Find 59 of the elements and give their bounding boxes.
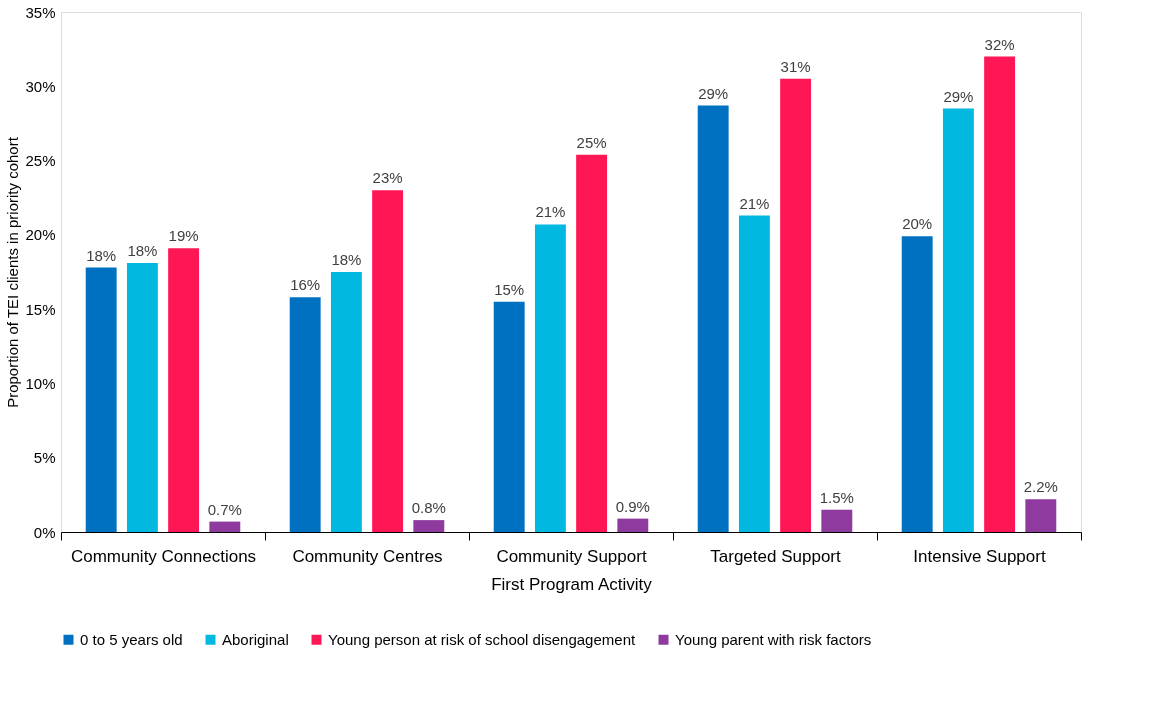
data-label: 23% [372, 169, 403, 187]
data-label: 20% [902, 215, 933, 233]
data-label: 21% [739, 194, 770, 212]
bar [372, 190, 404, 532]
bar [330, 272, 362, 532]
bar [126, 263, 158, 532]
data-label: 0.9% [615, 497, 650, 515]
y-tick-label: 35% [25, 3, 56, 21]
legend-label: 0 to 5 years old [80, 630, 183, 648]
data-label: 16% [290, 276, 321, 294]
y-tick-label: 25% [25, 152, 56, 170]
y-axis-title: Proportion of TEI clients in priority cohort [4, 136, 22, 408]
y-tick-label: 20% [25, 226, 56, 244]
y-tick-label: 15% [25, 300, 56, 318]
data-label: 0.8% [411, 499, 446, 517]
data-label: 25% [576, 133, 607, 151]
data-label: 21% [535, 203, 566, 221]
bar [984, 56, 1016, 532]
y-tick-label: 5% [33, 449, 56, 467]
bar [738, 215, 770, 532]
legend-label: Young parent with risk factors [675, 630, 872, 648]
legend-label: Young person at risk of school disengagement [328, 630, 636, 648]
bar [1025, 499, 1057, 532]
bar [617, 518, 649, 532]
data-label: 32% [984, 35, 1015, 53]
bar [901, 236, 933, 532]
data-label: 2.2% [1023, 478, 1058, 496]
data-label: 31% [780, 57, 811, 75]
data-label: 1.5% [819, 488, 854, 506]
data-label: 18% [331, 251, 362, 268]
data-label: 29% [943, 87, 974, 105]
data-label: 18% [86, 246, 117, 264]
data-label: 15% [494, 280, 525, 298]
bar [168, 248, 200, 532]
data-label: 29% [698, 84, 729, 102]
bar [780, 78, 812, 532]
x-tick-label: Community Connections [70, 546, 257, 566]
bar [413, 520, 445, 532]
y-tick-label: 0% [33, 523, 56, 541]
x-axis-title: First Program Activity [491, 574, 653, 594]
data-label: 19% [168, 227, 199, 245]
bar [289, 297, 321, 532]
x-tick-label: Community Centres [292, 546, 443, 566]
bar [209, 521, 241, 532]
bar [493, 301, 525, 532]
bar [697, 105, 729, 532]
bar [534, 224, 566, 532]
data-label: 18% [127, 242, 158, 260]
x-tick-label: Targeted Support [710, 546, 841, 566]
y-tick-label: 30% [25, 77, 56, 95]
bar [942, 108, 974, 532]
bar [576, 154, 608, 532]
bar [821, 509, 853, 532]
x-tick-label: Intensive Support [913, 546, 1046, 566]
data-label: 0.7% [207, 500, 242, 518]
x-tick-label: Community Support [496, 546, 647, 566]
bar [85, 267, 117, 532]
y-tick-label: 10% [25, 374, 56, 392]
legend-label: Aboriginal [222, 630, 289, 648]
